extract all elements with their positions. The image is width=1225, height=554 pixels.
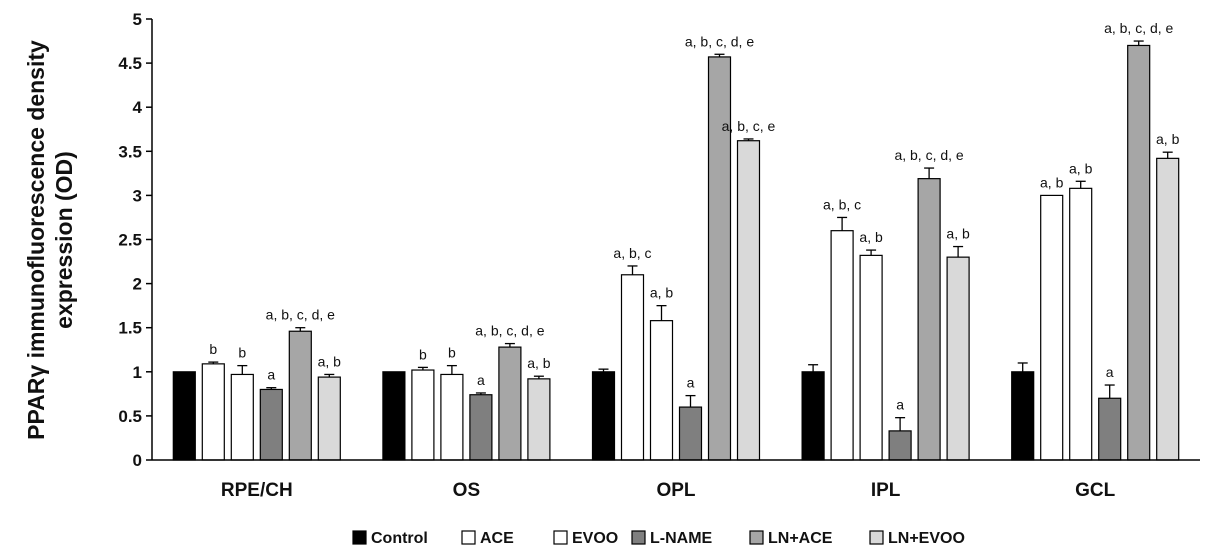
bar (1040, 194, 1064, 461)
y-tick-label: 5 (133, 10, 142, 29)
significance-label: b (419, 346, 427, 362)
significance-label: a (896, 397, 904, 413)
bar (591, 371, 616, 461)
bar (801, 371, 825, 461)
legend-item: EVOO (553, 530, 618, 547)
significance-label: a, b (1069, 160, 1093, 176)
legend-label: EVOO (572, 530, 618, 547)
significance-label: a, b, c, d, e (475, 323, 544, 339)
bar (1127, 44, 1151, 461)
y-tick-label: 2 (133, 275, 142, 294)
significance-label: a, b, c, d, e (1104, 20, 1173, 36)
legend-swatch (869, 530, 884, 545)
legend-swatch (352, 530, 367, 545)
bar (888, 430, 912, 461)
significance-label: a, b (318, 353, 342, 369)
legend-label: ACE (480, 530, 514, 547)
x-category-label: OPL (656, 480, 695, 501)
legend-swatch (749, 530, 764, 545)
y-tick-label: 1.5 (118, 319, 142, 338)
bar (230, 373, 254, 461)
x-category-label: GCL (1075, 480, 1116, 501)
legend-swatch (631, 530, 646, 545)
significance-label: a, b, c (823, 196, 861, 212)
significance-label: a, b (859, 229, 883, 245)
significance-label: b (209, 341, 217, 357)
significance-label: a, b (1040, 174, 1064, 190)
y-axis-label-line2: expression (OD) (51, 151, 77, 329)
significance-label: a, b, c, d, e (894, 147, 963, 163)
y-tick-label: 3.5 (118, 142, 142, 161)
bar (469, 394, 493, 461)
bar (830, 230, 854, 461)
significance-label: a (687, 375, 695, 391)
bar (1156, 157, 1180, 461)
significance-label: a (477, 372, 485, 388)
significance-label: a, b (650, 285, 674, 301)
bar (1098, 397, 1122, 461)
bar (736, 140, 761, 461)
significance-label: a, b, c, d, e (685, 33, 754, 49)
bars: b b a a, b, c, d, e a, b b b a a, b, c, d, e a, b… (172, 20, 1180, 461)
bar (411, 369, 435, 461)
x-category-label: RPE/CH (221, 480, 293, 501)
bar (917, 178, 941, 461)
significance-label: b (448, 345, 456, 361)
legend-label: L-NAME (650, 530, 713, 547)
bar (678, 406, 703, 461)
bar (259, 388, 283, 461)
legend-item: Control (352, 530, 428, 547)
bar (620, 274, 645, 461)
significance-label: a, b (1156, 131, 1180, 147)
bar (440, 373, 464, 461)
x-category-label: IPL (871, 480, 901, 501)
y-axis-label: PPARγ immunofluorescence density express… (23, 40, 77, 440)
legend-label: LN+EVOO (888, 530, 965, 547)
y-axis-ticks: 0 0.5 1 1.5 2 2.5 3 3.5 4 4.5 5 (118, 10, 152, 470)
bar (649, 320, 674, 461)
y-tick-label: 4.5 (118, 54, 142, 73)
bar (1069, 187, 1093, 461)
bar (382, 371, 406, 461)
y-axis-label-line1: PPARγ immunofluorescence density (23, 40, 49, 440)
bar (859, 254, 883, 461)
significance-label: a, b, c, e (722, 118, 776, 134)
legend-label: Control (371, 530, 428, 547)
y-tick-label: 0.5 (118, 407, 142, 426)
bar (317, 376, 341, 461)
significance-label: a, b (946, 226, 970, 242)
significance-label: a (1106, 364, 1114, 380)
significance-label: a, b (527, 355, 551, 371)
bar (1011, 371, 1035, 461)
bar (498, 346, 522, 461)
y-tick-label: 0 (133, 451, 142, 470)
bar (527, 378, 551, 461)
legend-swatch (461, 530, 476, 545)
y-tick-label: 4 (133, 98, 143, 117)
y-tick-label: 3 (133, 186, 142, 205)
legend-item: LN+ACE (749, 530, 833, 547)
bar (201, 363, 225, 461)
significance-label: b (238, 345, 246, 361)
significance-label: a (267, 367, 275, 383)
significance-label: a, b, c, d, e (266, 307, 335, 323)
x-axis-categories: RPE/CH OS OPL IPL GCL (221, 480, 1116, 501)
legend-item: L-NAME (631, 530, 713, 547)
y-tick-label: 2.5 (118, 231, 142, 250)
legend: Control ACE EVOO L-NAME LN+ACE LN+EVOO (352, 530, 965, 547)
legend-item: ACE (461, 530, 514, 547)
significance-label: a, b, c (613, 245, 651, 261)
bar (946, 256, 970, 461)
legend-label: LN+ACE (768, 530, 833, 547)
bar (172, 371, 196, 461)
legend-swatch (553, 530, 568, 545)
x-category-label: OS (453, 480, 480, 501)
bar (288, 330, 312, 461)
legend-item: LN+EVOO (869, 530, 965, 547)
axes (151, 19, 1200, 461)
y-tick-label: 1 (133, 363, 142, 382)
